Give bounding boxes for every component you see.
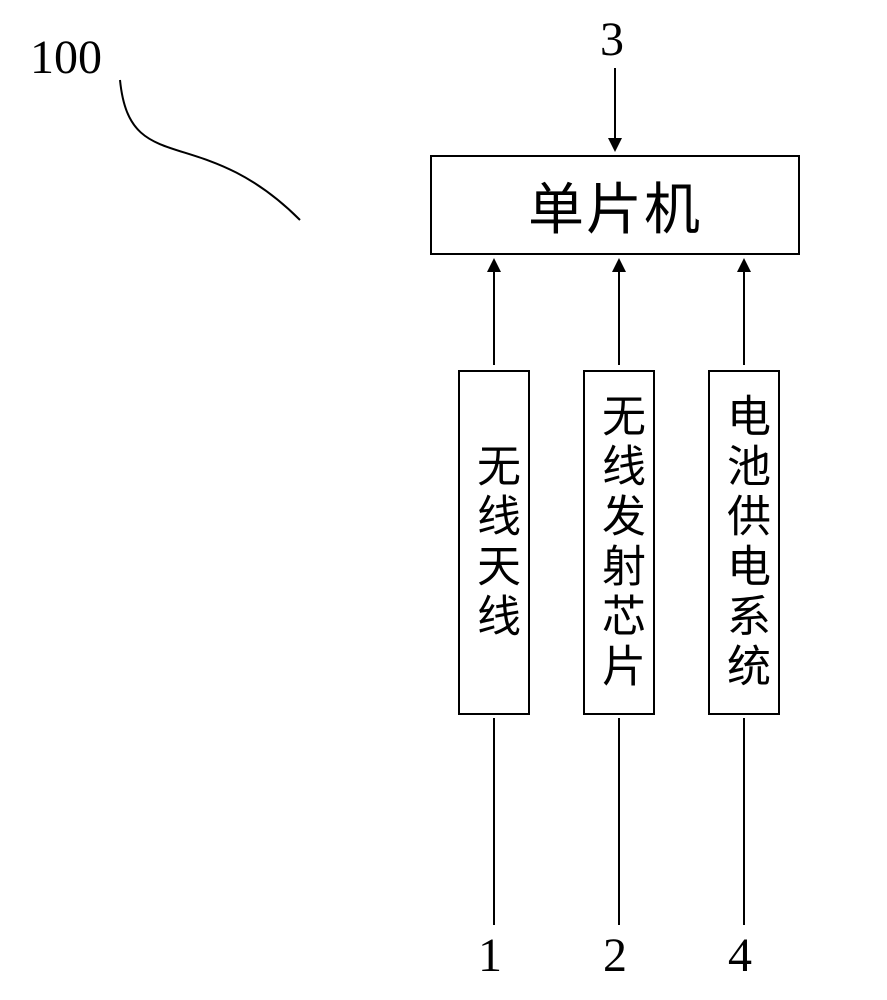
label-3: 3	[600, 12, 624, 67]
label-100: 100	[30, 30, 102, 85]
antenna-box: 无线天线	[458, 370, 530, 715]
mcu-box: 单片机	[430, 155, 800, 255]
tx-chip-box: 无线发射芯片	[583, 370, 655, 715]
label-2: 2	[603, 928, 627, 983]
tx-chip-label: 无线发射芯片	[587, 393, 651, 693]
battery-label: 电池供电系统	[712, 393, 776, 693]
curve-100	[120, 80, 300, 220]
label-4: 4	[728, 928, 752, 983]
label-1: 1	[478, 928, 502, 983]
mcu-label: 单片机	[528, 165, 702, 246]
antenna-label: 无线天线	[462, 443, 526, 643]
battery-box: 电池供电系统	[708, 370, 780, 715]
